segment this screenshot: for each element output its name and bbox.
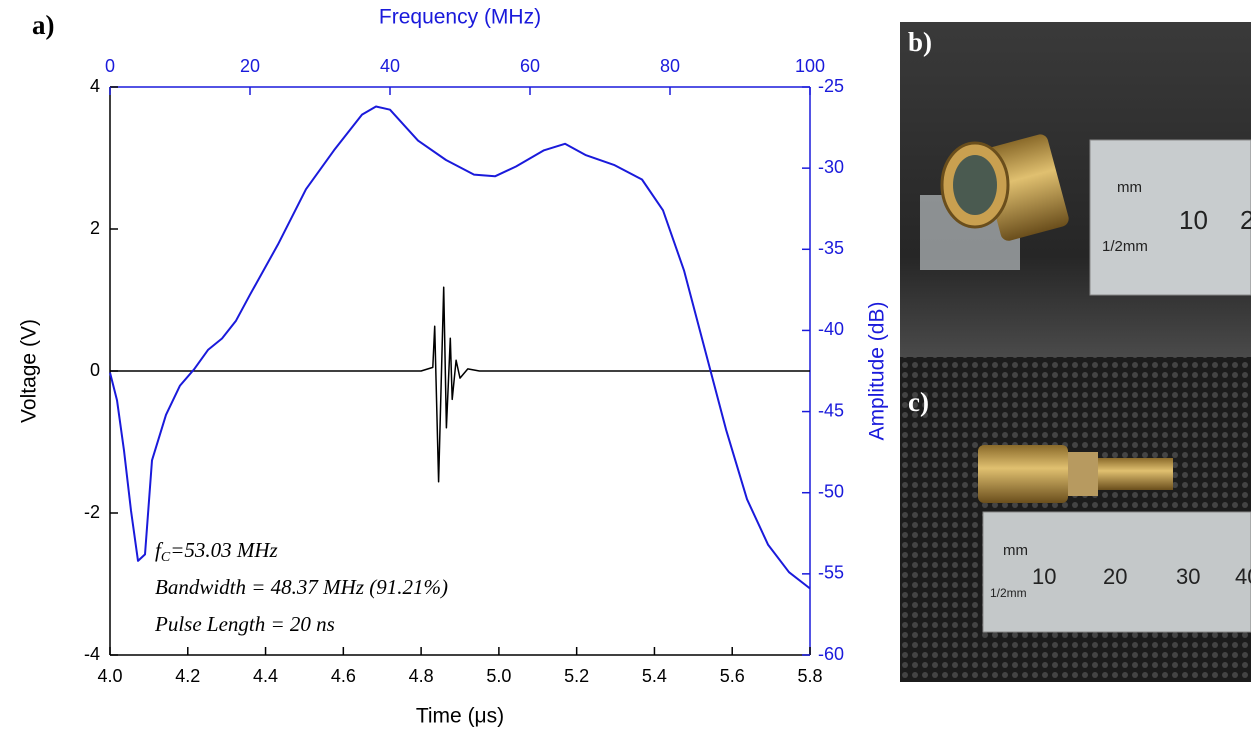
annotation: Pulse Length = 20 ns (154, 612, 335, 636)
panel-label: b) (908, 27, 932, 57)
ruler-text: 1/2mm (1102, 238, 1148, 255)
y2-tick-label: -45 (818, 400, 844, 420)
y-tick-label: 2 (90, 218, 100, 238)
x-tick-label: 4.2 (175, 666, 200, 686)
x-tick-label: 4.8 (409, 666, 434, 686)
x-tick-label: 5.0 (486, 666, 511, 686)
x2-tick-label: 0 (105, 56, 115, 76)
x-tick-label: 5.2 (564, 666, 589, 686)
y-tick-label: 4 (90, 76, 100, 96)
y-tick-label: 0 (90, 360, 100, 380)
y2-tick-label: -40 (818, 319, 844, 339)
y2-tick-label: -35 (818, 238, 844, 258)
ruler-text: mm (1117, 179, 1142, 196)
y-axis-title: Voltage (V) (18, 319, 41, 423)
ruler-text: 1/2mm (990, 586, 1027, 600)
x2-tick-label: 100 (795, 56, 825, 76)
x2-tick-label: 20 (240, 56, 260, 76)
panel-label: a) (32, 10, 55, 40)
x-tick-label: 4.0 (97, 666, 122, 686)
annotation-part: =53.03 MHz (170, 538, 278, 562)
x-tick-label: 5.8 (797, 666, 822, 686)
annotation: Bandwidth = 48.37 MHz (91.21%) (155, 575, 448, 599)
data-line (110, 286, 810, 483)
chart: a) Time (μs) Frequency (MHz) Voltage (V)… (18, 6, 889, 728)
x2-axis-title: Frequency (MHz) (379, 6, 541, 29)
ruler-text: 30 (1176, 564, 1200, 589)
ruler-text: mm (1003, 542, 1028, 559)
ruler-text: 40 (1235, 564, 1251, 589)
y2-tick-label: -55 (818, 563, 844, 583)
y2-tick-label: -50 (818, 481, 844, 501)
ruler-text: 10 (1179, 205, 1208, 235)
ruler-text: 10 (1032, 564, 1056, 589)
x2-tick-label: 60 (520, 56, 540, 76)
data-line (109, 105, 811, 590)
photo-c (900, 357, 1251, 682)
x2-tick-label: 80 (660, 56, 680, 76)
y-tick-label: -2 (84, 502, 100, 522)
x-tick-label: 4.4 (253, 666, 278, 686)
y2-tick-label: -60 (818, 644, 844, 664)
annotation-part: C (161, 550, 171, 565)
photo-b (900, 22, 1251, 357)
x-tick-label: 5.4 (642, 666, 667, 686)
annotation-part: f (155, 538, 164, 562)
panel-label: c) (908, 387, 929, 417)
y2-axis-title: Amplitude (dB) (866, 302, 889, 441)
y-tick-label: -4 (84, 644, 100, 664)
x-axis-title: Time (μs) (416, 705, 504, 728)
annotation: fC=53.03 MHz (155, 538, 278, 565)
y2-tick-label: -30 (818, 157, 844, 177)
ruler-text: 20 (1103, 564, 1127, 589)
y2-tick-label: -25 (818, 76, 844, 96)
x-tick-label: 5.6 (720, 666, 745, 686)
x-tick-label: 4.6 (331, 666, 356, 686)
ruler-text: 2 (1240, 205, 1251, 235)
x2-tick-label: 40 (380, 56, 400, 76)
